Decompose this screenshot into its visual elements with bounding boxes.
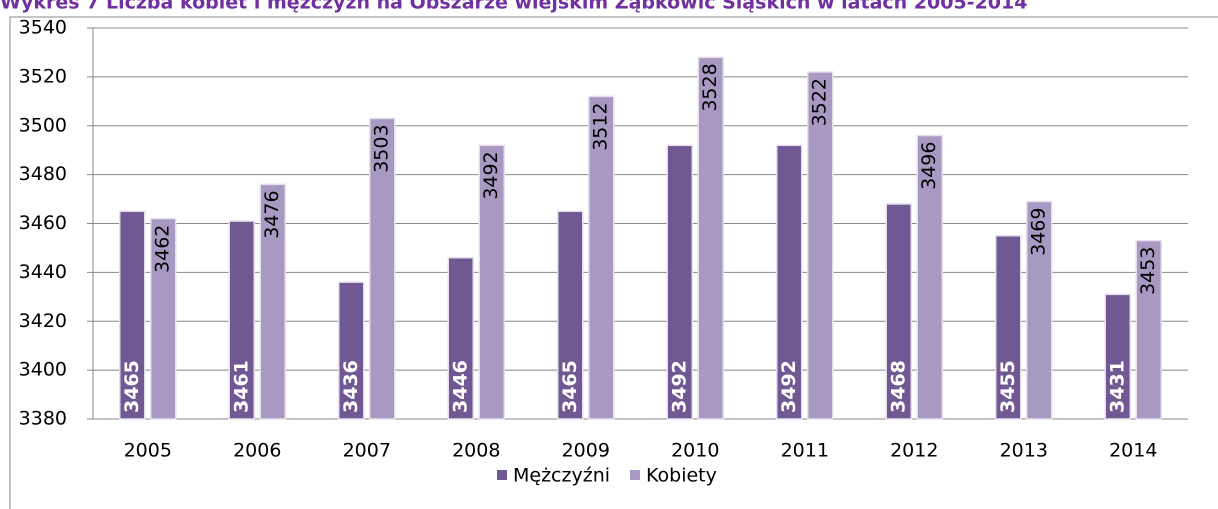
bar: [995, 234, 1022, 420]
data-label: 3522: [809, 78, 831, 126]
x-tick-label: 2009: [562, 440, 610, 462]
data-label: 3453: [1137, 247, 1159, 295]
legend-label: Mężczyźni: [513, 465, 610, 487]
y-tick-label: 3520: [19, 65, 67, 87]
y-tick-label: 3480: [19, 163, 67, 185]
y-tick-label: 3540: [19, 17, 67, 39]
bar: [916, 134, 943, 420]
y-tick-label: 3420: [19, 310, 67, 332]
data-label: 3462: [152, 225, 174, 273]
x-tick-label: 2010: [671, 440, 719, 462]
bar: [369, 117, 396, 420]
x-tick-label: 2013: [1000, 440, 1048, 462]
data-label: 3436: [340, 360, 362, 413]
x-tick-label: 2012: [890, 440, 938, 462]
data-label: 3512: [590, 102, 612, 150]
data-label: 3469: [1028, 208, 1050, 256]
data-label: 3496: [918, 142, 940, 190]
bar: [259, 183, 286, 420]
bar: [1104, 293, 1131, 420]
data-label: 3476: [261, 190, 283, 238]
bar: [807, 71, 834, 420]
y-tick-label: 3380: [19, 408, 67, 430]
y-tick-label: 3400: [19, 359, 67, 381]
legend-swatch: [630, 470, 641, 480]
bar: [1026, 200, 1053, 420]
y-tick-label: 3500: [19, 114, 67, 136]
y-tick-label: 3460: [19, 212, 67, 234]
data-label: 3461: [230, 360, 252, 413]
legend-label: Kobiety: [646, 465, 717, 487]
data-label: 3465: [121, 360, 143, 413]
bar: [776, 144, 803, 420]
bar: [447, 256, 474, 420]
x-tick-label: 2007: [343, 440, 391, 462]
data-label: 3492: [480, 151, 502, 199]
bar: [338, 281, 365, 420]
bar: [666, 144, 693, 420]
bar: [228, 220, 255, 420]
data-label: 3528: [699, 63, 721, 111]
x-tick-label: 2008: [452, 440, 500, 462]
bar: [885, 203, 912, 420]
bar: [557, 210, 584, 420]
data-label: 3455: [997, 360, 1019, 413]
bar: [119, 210, 146, 420]
data-label: 3465: [559, 360, 581, 413]
x-tick-label: 2005: [124, 440, 172, 462]
data-label: 3492: [778, 360, 800, 413]
legend-swatch: [497, 470, 507, 480]
bar: [1135, 239, 1162, 420]
bar: [697, 56, 724, 420]
x-tick-label: 2014: [1109, 440, 1157, 462]
chart-title: Wykres 7 Liczba kobiet i mężczyzn na Obs…: [0, 0, 1027, 14]
x-tick-label: 2011: [781, 440, 829, 462]
y-tick-label: 3440: [19, 261, 67, 283]
data-label: 3468: [887, 360, 909, 413]
data-label: 3503: [371, 124, 393, 172]
x-tick-label: 2006: [233, 440, 281, 462]
data-label: 3431: [1106, 360, 1128, 413]
bar: [478, 144, 505, 420]
data-label: 3492: [668, 360, 690, 413]
bar: [150, 217, 177, 420]
bar: [588, 95, 615, 420]
data-label: 3446: [449, 360, 471, 413]
